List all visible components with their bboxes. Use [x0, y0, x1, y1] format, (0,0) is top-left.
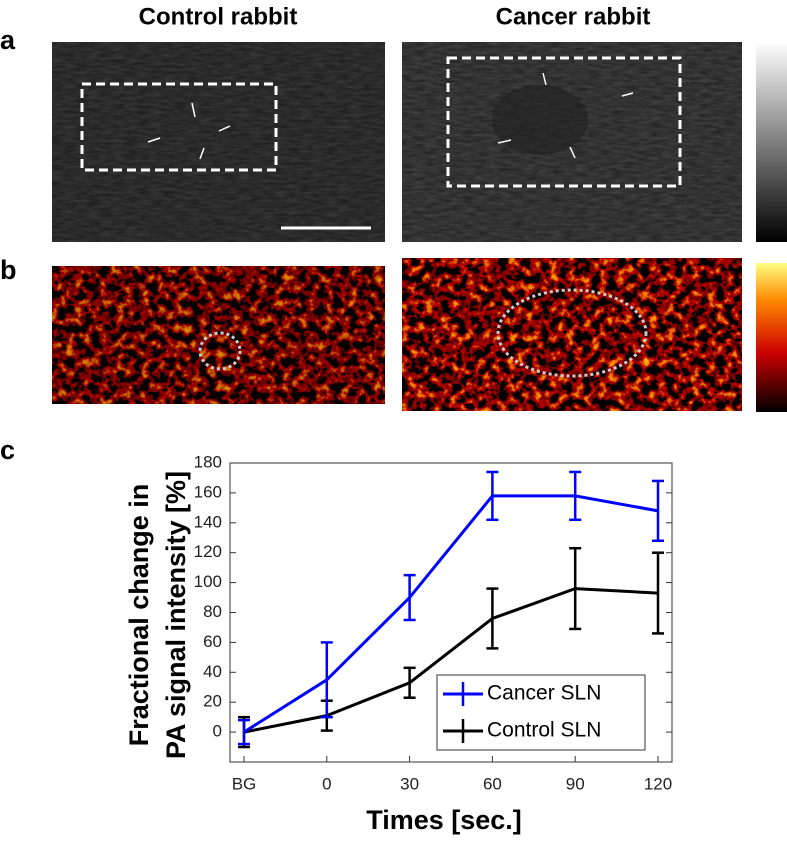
error-bar: [569, 546, 582, 631]
y-tick-label: 180: [194, 452, 222, 471]
series-line: [243, 587, 659, 734]
y-tick-label: 60: [203, 632, 222, 651]
panel-label: a: [0, 25, 16, 55]
panel-label: c: [0, 435, 15, 465]
y-axis-label: PA signal intensity [%]: [161, 471, 191, 759]
roi-outline: [496, 288, 648, 378]
y-tick-label: 120: [194, 542, 222, 561]
panel-c: c Times [sec.] Fractional change in PA s…: [0, 435, 673, 835]
image-title: Control rabbit: [139, 3, 298, 30]
lymph-node: [492, 85, 588, 155]
x-tick-label: 90: [566, 774, 585, 793]
error-bar: [652, 479, 664, 542]
y-tick-label: 20: [203, 692, 222, 711]
colorbar: [756, 42, 787, 242]
legend-box: [436, 674, 646, 751]
y-axis-label: Fractional change in: [124, 484, 154, 747]
panel-a: a Control rabbit Cancer rabbit: [0, 3, 787, 242]
error-bar: [569, 470, 582, 522]
error-bar: [652, 551, 664, 635]
x-tick-label: 0: [322, 774, 331, 793]
error-bar: [486, 587, 499, 650]
pa-texture: [402, 258, 742, 411]
x-tick-label: 60: [483, 774, 502, 793]
ultrasound-texture: [52, 42, 385, 242]
error-bar: [238, 718, 250, 746]
pa-texture: [52, 266, 385, 404]
x-tick-label: BG: [232, 774, 257, 793]
legend-label: Control SLN: [487, 719, 601, 742]
y-tick-label: 100: [194, 572, 222, 591]
series-line: [243, 494, 659, 734]
error-bar: [403, 573, 416, 622]
error-bar: [486, 470, 499, 522]
error-bar: [320, 641, 333, 719]
y-tick-label: 140: [194, 512, 222, 531]
y-tick-label: 160: [194, 482, 222, 501]
panel-label: b: [0, 255, 17, 285]
x-tick-label: 30: [400, 774, 419, 793]
legend-label: Cancer SLN: [487, 682, 601, 705]
arrows: [147, 72, 634, 160]
y-tick-label: 0: [213, 722, 222, 741]
y-tick-label: 80: [203, 602, 222, 621]
image-title: Cancer rabbit: [496, 3, 651, 30]
roi-box: [446, 56, 682, 188]
panel-b: b: [0, 255, 787, 412]
x-tick-label: 120: [644, 774, 672, 793]
y-tick-label: 40: [203, 662, 222, 681]
x-axis-label: Times [sec.]: [366, 805, 522, 835]
roi-outline: [198, 331, 242, 371]
error-bar: [403, 666, 416, 699]
colorbar: [756, 263, 787, 412]
